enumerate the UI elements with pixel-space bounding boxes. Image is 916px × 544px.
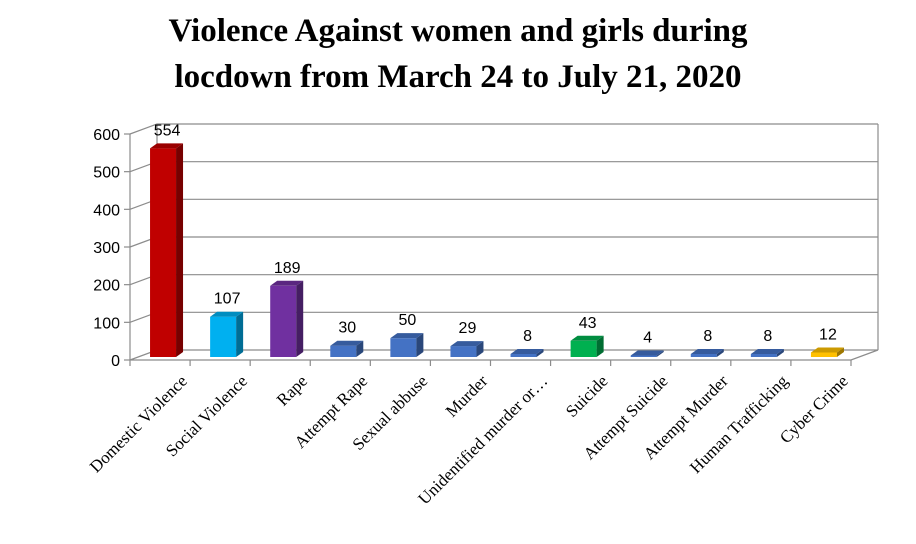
bar-side xyxy=(236,311,244,357)
data-label: 50 xyxy=(398,312,416,329)
bar xyxy=(330,340,364,357)
data-label: 189 xyxy=(274,260,301,277)
bar-side xyxy=(596,335,604,357)
bar xyxy=(690,348,724,357)
y-tick-label: 500 xyxy=(93,165,120,182)
bar xyxy=(750,348,784,357)
bar-front xyxy=(450,346,477,357)
bar xyxy=(450,341,484,357)
bar-top xyxy=(630,350,664,356)
bar xyxy=(210,311,244,357)
bar-front xyxy=(510,353,537,357)
bar-top xyxy=(450,341,484,347)
y-tick-label: 300 xyxy=(93,240,120,257)
y-tick-label: 600 xyxy=(93,127,120,144)
bar-side xyxy=(656,350,664,357)
bar-top xyxy=(150,143,184,149)
bar-top xyxy=(210,311,244,317)
y-tick-label: 200 xyxy=(93,278,120,295)
bar-front xyxy=(210,316,237,357)
bar-side xyxy=(836,347,844,357)
chart-title-line-1: Violence Against women and girls during xyxy=(168,13,748,49)
data-labels: 554 107 189 30 50 29 8 43 4 8 8 12 xyxy=(154,122,837,346)
bar xyxy=(390,333,424,357)
y-axis-ticks: 0 100 200 300 400 500 600 xyxy=(93,127,130,370)
bar-front xyxy=(270,285,297,357)
data-label: 12 xyxy=(819,326,837,343)
bar-front xyxy=(330,345,357,357)
chart-title-line-2: locdown from March 24 to July 21, 2020 xyxy=(174,59,742,95)
bar-front xyxy=(690,353,717,357)
bar-side xyxy=(356,340,364,357)
bar-side xyxy=(416,333,424,357)
bar xyxy=(810,347,844,357)
x-category-label: Rape xyxy=(273,371,311,409)
bar-top xyxy=(690,348,724,354)
data-label: 107 xyxy=(214,291,241,308)
chart-title: Violence Against women and girls during … xyxy=(0,8,916,100)
gridline xyxy=(129,198,878,210)
bar-front xyxy=(810,352,837,357)
bar xyxy=(270,280,304,357)
gridlines xyxy=(129,123,878,323)
bar-top xyxy=(270,280,304,286)
gridline xyxy=(129,274,878,286)
data-label: 29 xyxy=(459,320,477,337)
bar-side xyxy=(716,348,724,357)
bar-front xyxy=(750,353,777,357)
bar-top xyxy=(390,333,424,339)
gridline xyxy=(129,236,878,248)
y-tick-label: 0 xyxy=(111,353,120,370)
data-label: 8 xyxy=(703,328,712,345)
bars xyxy=(150,143,844,357)
bar-side xyxy=(176,143,184,357)
y-tick-label: 400 xyxy=(93,202,120,219)
bar-side xyxy=(476,341,484,357)
bar-top xyxy=(810,347,844,353)
data-label: 30 xyxy=(338,320,356,337)
data-label: 43 xyxy=(579,315,597,332)
data-label: 554 xyxy=(154,122,181,139)
bar-top xyxy=(570,335,604,341)
bar-front xyxy=(390,338,417,357)
data-label: 4 xyxy=(643,329,652,346)
bar xyxy=(630,350,664,357)
data-label: 8 xyxy=(523,328,532,345)
gridline xyxy=(129,123,878,135)
bar xyxy=(150,143,184,357)
bar-front xyxy=(570,340,597,357)
bar-side xyxy=(536,348,544,357)
y-tick-label: 100 xyxy=(93,315,120,332)
bar xyxy=(510,348,544,357)
bar-side xyxy=(776,348,784,357)
gridline xyxy=(129,161,878,173)
data-label: 8 xyxy=(763,328,772,345)
x-category-label: Suicide xyxy=(562,371,611,420)
bar-top xyxy=(330,340,364,346)
bar-top xyxy=(510,348,544,354)
bar-front xyxy=(630,355,657,357)
x-category-label: Murder xyxy=(442,371,492,421)
bar xyxy=(570,335,604,357)
bar-side xyxy=(296,280,304,357)
bar-top xyxy=(750,348,784,354)
bar-front xyxy=(150,148,177,357)
